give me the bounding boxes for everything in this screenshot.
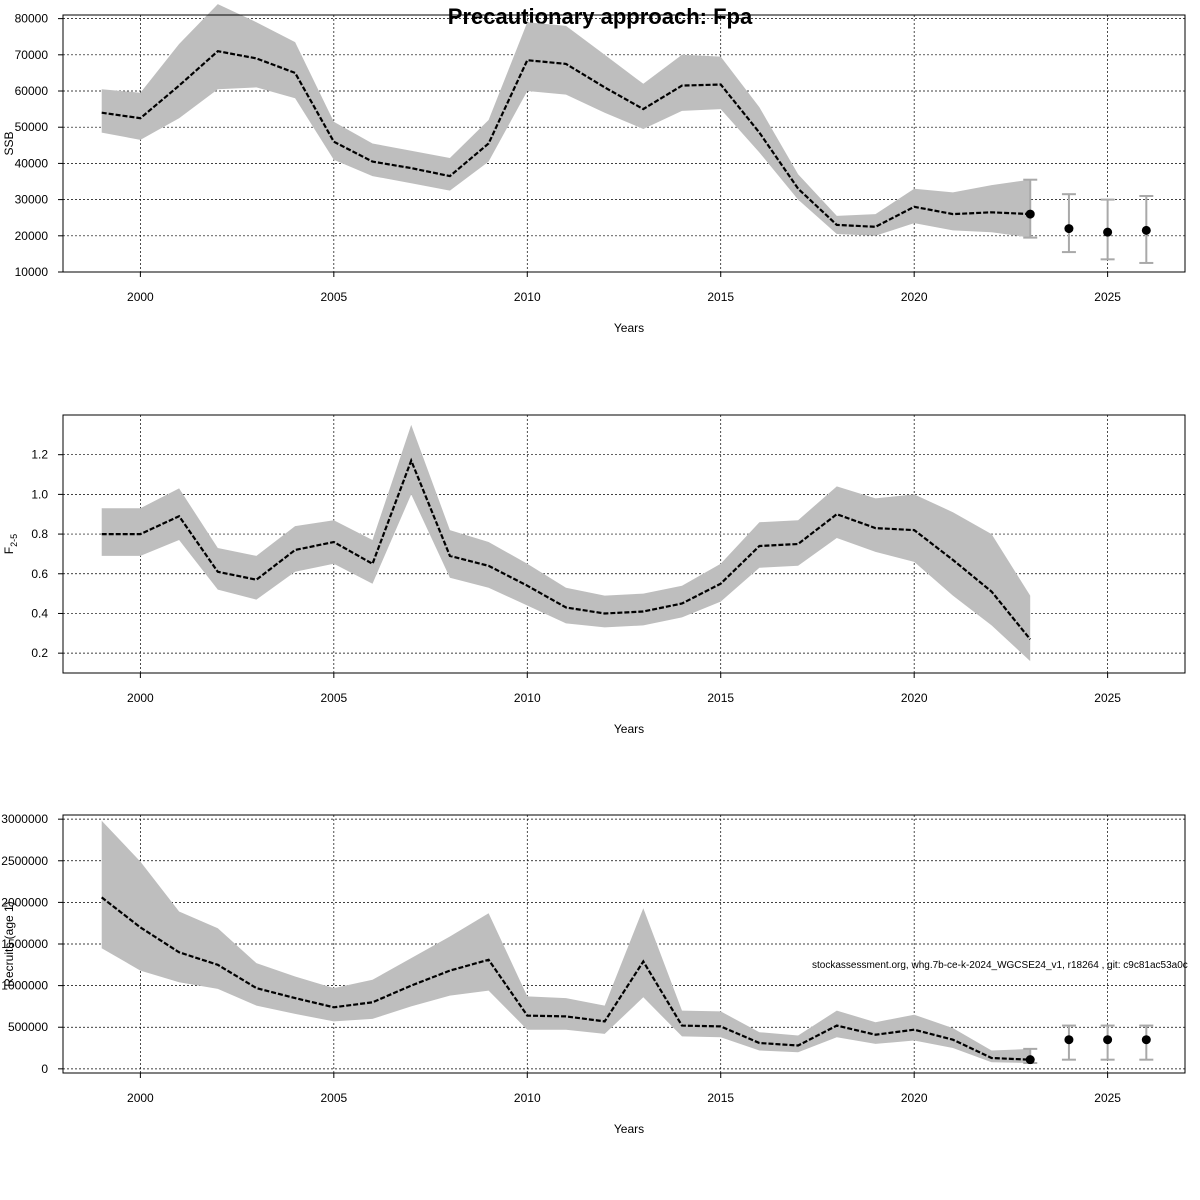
confidence-band bbox=[101, 424, 1031, 662]
y-tick-label: 0 bbox=[41, 1062, 48, 1076]
y-tick-label: 30000 bbox=[15, 193, 49, 207]
watermark-text: stockassessment.org, whg.7b-ce-k-2024_WG… bbox=[812, 960, 1188, 971]
y-tick-label: 0.2 bbox=[31, 646, 48, 660]
y-tick-label: 2500000 bbox=[1, 854, 48, 868]
x-tick-label: 2015 bbox=[707, 691, 734, 705]
forecast-point bbox=[1064, 1035, 1074, 1045]
y-tick-label: 20000 bbox=[15, 229, 49, 243]
y-axis-label: F2-5 bbox=[2, 534, 19, 554]
y-tick-label: 50000 bbox=[15, 120, 49, 134]
y-tick-label: 1.0 bbox=[31, 487, 48, 501]
y-tick-label: 0.8 bbox=[31, 527, 48, 541]
x-tick-label: 2015 bbox=[707, 1091, 734, 1105]
y-tick-label: 40000 bbox=[15, 156, 49, 170]
forecast-point bbox=[1064, 224, 1074, 234]
y-tick-label: 80000 bbox=[15, 12, 49, 26]
confidence-band bbox=[101, 820, 1031, 1063]
x-tick-label: 2010 bbox=[514, 1091, 541, 1105]
y-tick-label: 10000 bbox=[15, 265, 49, 279]
y-axis-label-subscript: 2-5 bbox=[9, 534, 19, 547]
chart-title: Precautionary approach: Fpa bbox=[448, 4, 753, 29]
confidence-band bbox=[101, 4, 1031, 238]
x-axis-label: Years bbox=[614, 321, 644, 335]
x-tick-label: 2000 bbox=[127, 1091, 154, 1105]
ssb-panel: 2000 2005 2010 2015 2020 2025 10000 20000 30000 4… bbox=[2, 4, 1186, 335]
estimate-line bbox=[101, 50, 1031, 228]
estimate-line bbox=[101, 896, 1031, 1061]
y-tick-label: 2000000 bbox=[1, 895, 48, 909]
x-axis-label: Years bbox=[614, 1122, 644, 1136]
y-tick-label: 0.6 bbox=[31, 567, 48, 581]
x-tick-label: 2020 bbox=[901, 1091, 928, 1105]
fbar-panel: 2000 2005 2010 2015 2020 2025 0.2 0.4 0.6 0.8 1.0 1… bbox=[2, 414, 1186, 736]
plot-frame bbox=[62, 414, 1186, 674]
y-tick-label: 1.2 bbox=[31, 448, 48, 462]
x-tick-label: 2005 bbox=[320, 691, 347, 705]
x-tick-label: 2025 bbox=[1094, 290, 1121, 304]
forecast-point bbox=[1141, 1035, 1151, 1045]
y-tick-label: 3000000 bbox=[1, 812, 48, 826]
x-tick-label: 2020 bbox=[901, 691, 928, 705]
forecast-point bbox=[1025, 209, 1035, 219]
x-tick-label: 2025 bbox=[1094, 1091, 1121, 1105]
forecast-point bbox=[1025, 1055, 1035, 1065]
x-tick-label: 2005 bbox=[320, 290, 347, 304]
y-axis-label: SSB bbox=[2, 131, 16, 155]
y-tick-label: 1000000 bbox=[1, 979, 48, 993]
x-tick-label: 2000 bbox=[127, 290, 154, 304]
x-tick-label: 2015 bbox=[707, 290, 734, 304]
x-tick-label: 2005 bbox=[320, 1091, 347, 1105]
x-axis-label: Years bbox=[614, 722, 644, 736]
x-tick-label: 2010 bbox=[514, 691, 541, 705]
estimate-line bbox=[101, 457, 1032, 640]
plot-frame bbox=[62, 14, 1186, 273]
y-tick-label: 500000 bbox=[8, 1020, 48, 1034]
y-tick-label: 70000 bbox=[15, 48, 49, 62]
y-tick-label: 0.4 bbox=[31, 606, 48, 620]
x-tick-label: 2000 bbox=[127, 691, 154, 705]
x-tick-label: 2010 bbox=[514, 290, 541, 304]
y-tick-label: 1500000 bbox=[1, 937, 48, 951]
x-tick-label: 2025 bbox=[1094, 691, 1121, 705]
forecast-point bbox=[1103, 227, 1113, 237]
forecast-point bbox=[1103, 1035, 1113, 1045]
recruits-panel: 2000 2005 2010 2015 2020 2025 0 500000 1000000 15… bbox=[1, 812, 1186, 1136]
y-tick-label: 60000 bbox=[15, 84, 49, 98]
panels: 2000 2005 2010 2015 2020 20251000020000300004… bbox=[1, 4, 1186, 1136]
x-tick-label: 2020 bbox=[901, 290, 928, 304]
y-axis-label: Recruits (age 1) bbox=[2, 901, 16, 986]
forecast-point bbox=[1141, 225, 1151, 235]
